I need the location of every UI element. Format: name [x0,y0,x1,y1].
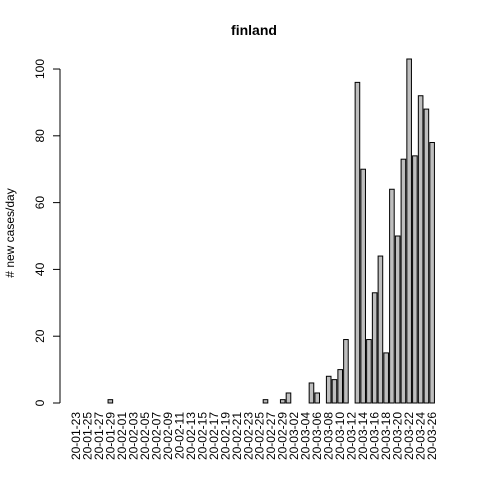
bar [314,392,321,404]
x-tick-label: 20-03-10 [333,412,347,460]
bar [343,339,349,404]
bar [360,168,366,404]
bar [262,399,269,404]
x-tick-label: 20-03-12 [345,412,359,460]
bar [279,399,286,404]
bar [394,235,401,404]
bar [331,379,338,404]
y-tick-label: 100 [33,59,47,79]
x-tick-label: 20-03-08 [322,412,336,460]
y-tick-label: 40 [33,262,47,276]
bar [371,292,378,404]
x-tick-label: 20-02-27 [264,412,278,460]
x-tick-label: 20-01-23 [69,412,83,460]
bar [389,188,395,404]
y-tick-label: 60 [33,196,47,210]
y-axis-label: # new cases/day [3,188,17,277]
bar [377,255,384,404]
x-tick-label: 20-03-04 [299,412,313,460]
x-tick-label: 20-03-02 [287,412,301,460]
x-tick-label: 20-03-22 [402,412,416,460]
bar [406,58,412,404]
x-tick-label: 20-01-25 [80,412,94,460]
x-tick-label: 20-03-20 [391,412,405,460]
bar [337,369,343,404]
x-tick-label: 20-02-29 [276,412,290,460]
x-tick-label: 20-03-14 [356,412,370,460]
bar [325,375,332,404]
bar [423,108,430,404]
x-tick-label: 20-02-21 [230,412,244,460]
x-tick-label: 20-03-26 [425,412,439,460]
x-tick-label: 20-02-05 [138,412,152,460]
bar [412,155,418,404]
x-tick-label: 20-02-15 [195,412,209,460]
x-tick-label: 20-02-11 [172,412,186,459]
bar [383,352,389,404]
x-tick-label: 20-02-01 [115,412,129,460]
bar [417,95,424,404]
bar [285,392,292,404]
y-tick-label: 0 [33,399,47,406]
chart-title: finland [231,22,277,38]
x-tick-label: 20-02-13 [184,412,198,460]
x-tick-label: 20-03-06 [310,412,324,460]
bar [429,141,435,404]
bar [107,399,114,404]
x-tick-label: 20-02-03 [126,412,140,460]
bar [354,81,361,404]
bar [400,158,407,404]
x-tick-label: 20-01-27 [92,412,106,460]
bar [366,339,372,404]
x-tick-label: 20-03-16 [368,412,382,460]
x-tick-label: 20-03-18 [379,412,393,460]
x-tick-label: 20-03-24 [414,412,428,460]
x-tick-label: 20-02-17 [207,412,221,460]
x-tick-label: 20-02-07 [149,412,163,460]
x-tick-label: 20-02-23 [241,412,255,460]
bar [308,382,315,404]
x-tick-label: 20-02-09 [161,412,175,460]
y-tick-label: 80 [33,129,47,143]
x-tick-label: 20-02-25 [253,412,267,460]
y-tick-label: 20 [33,329,47,343]
x-tick-label: 20-01-29 [103,412,117,460]
x-tick-label: 20-02-19 [218,412,232,460]
